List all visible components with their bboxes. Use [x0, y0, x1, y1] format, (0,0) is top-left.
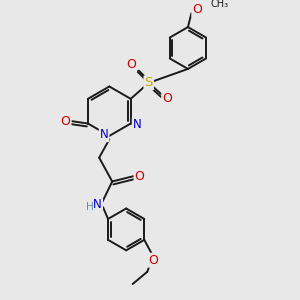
- Text: O: O: [192, 3, 202, 16]
- Text: O: O: [61, 115, 70, 128]
- Text: N: N: [100, 128, 109, 141]
- Text: CH₃: CH₃: [211, 0, 229, 9]
- Text: O: O: [149, 254, 158, 267]
- Text: O: O: [162, 92, 172, 105]
- Text: N: N: [93, 198, 102, 211]
- Text: S: S: [145, 76, 153, 89]
- Text: N: N: [133, 118, 142, 131]
- Text: H: H: [86, 202, 94, 212]
- Text: O: O: [126, 58, 136, 71]
- Text: O: O: [135, 170, 145, 183]
